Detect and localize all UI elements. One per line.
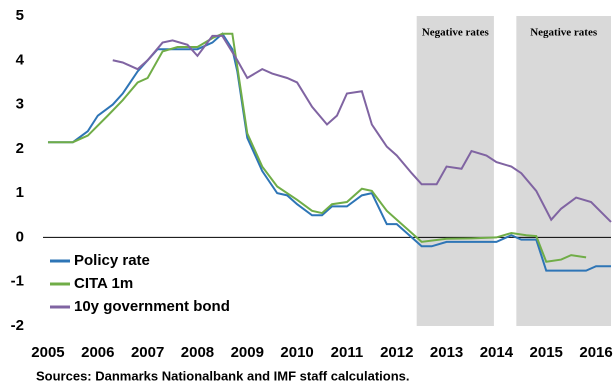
series-line: [47, 32, 587, 263]
x-tick-label: 2007: [131, 344, 164, 361]
x-tick-label: 2011: [331, 344, 364, 361]
y-tick-label: 2: [16, 140, 24, 157]
shaded-region: [516, 16, 611, 326]
y-tick-label: 3: [16, 96, 24, 113]
x-tick-label: 2010: [280, 344, 313, 361]
x-tick-label: 2013: [430, 344, 463, 361]
x-tick-label: 2016: [579, 344, 612, 361]
legend-label: 10y government bond: [74, 298, 230, 315]
shade-label: Negative rates: [530, 27, 598, 39]
x-tick-label: 2008: [181, 344, 214, 361]
y-tick-label: 5: [16, 7, 24, 24]
shaded-region: [416, 16, 494, 326]
series-line: [112, 34, 612, 223]
y-tick-label: 4: [16, 51, 25, 68]
x-tick-label: 2005: [31, 344, 64, 361]
y-tick-label: -1: [11, 273, 24, 290]
x-tick-label: 2014: [480, 344, 514, 361]
x-tick-label: 2012: [380, 344, 413, 361]
x-tick-label: 2009: [231, 344, 264, 361]
shade-label: Negative rates: [422, 27, 490, 39]
y-tick-label: -2: [11, 317, 24, 334]
legend-label: CITA 1m: [74, 275, 133, 292]
legend-label: Policy rate: [74, 252, 150, 269]
x-tick-label: 2015: [530, 344, 563, 361]
y-tick-label: 1: [16, 184, 24, 201]
y-tick-label: 0: [16, 228, 24, 245]
source-note: Sources: Danmarks Nationalbank and IMF s…: [36, 368, 409, 383]
x-tick-label: 2006: [81, 344, 114, 361]
